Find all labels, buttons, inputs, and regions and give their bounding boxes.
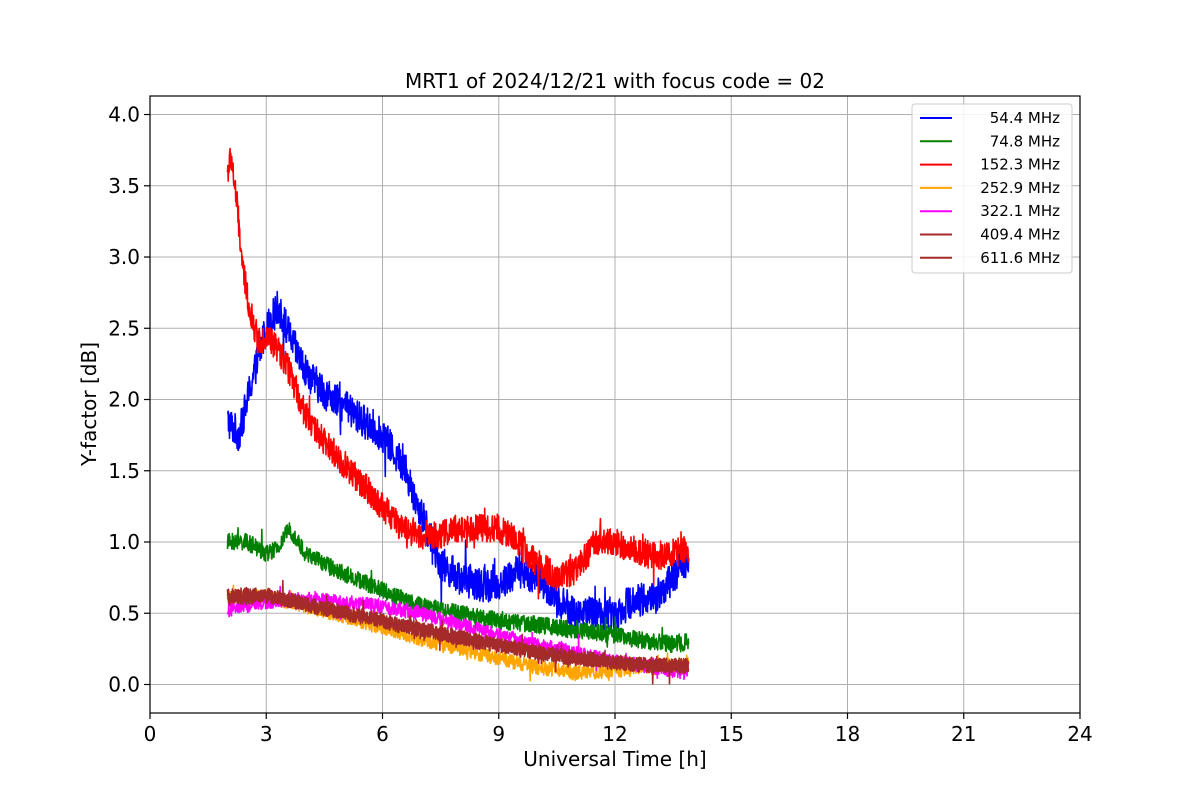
- x-tick-label: 21: [951, 722, 976, 746]
- legend-label: 322.1 MHz: [980, 202, 1060, 220]
- series-line-152-3-mhz: [226, 147, 690, 600]
- chart-title: MRT1 of 2024/12/21 with focus code = 02: [405, 69, 825, 93]
- x-tick-label: 24: [1067, 722, 1092, 746]
- y-tick-label: 3.0: [108, 245, 140, 269]
- legend-label: 252.9 MHz: [980, 179, 1060, 197]
- legend-label: 152.3 MHz: [980, 156, 1060, 174]
- legend-label: 74.8 MHz: [990, 132, 1060, 150]
- y-axis-label: Y-factor [dB]: [77, 342, 101, 467]
- x-tick-label: 0: [144, 722, 157, 746]
- legend-label: 611.6 MHz: [980, 249, 1060, 267]
- legend-box: [911, 103, 1073, 274]
- series-line-611-6-mhz: [226, 586, 690, 685]
- y-tick-label: 1.0: [108, 530, 140, 554]
- y-tick-label: 1.5: [108, 459, 140, 483]
- legend-label: 409.4 MHz: [980, 226, 1060, 244]
- x-tick-label: 18: [835, 722, 860, 746]
- x-tick-label: 6: [376, 722, 389, 746]
- axis-ticks: 0 3 6 9 12 15 18 21 24 0.0 0.5 1.0 1.5 2.0 2.5 3.0 3.5 4.…: [108, 103, 1093, 746]
- series-line-74-8-mhz: [226, 522, 690, 654]
- x-tick-label: 15: [719, 722, 744, 746]
- y-tick-label: 2.5: [108, 316, 140, 340]
- x-tick-label: 3: [260, 722, 273, 746]
- y-tick-label: 4.0: [108, 103, 140, 127]
- x-tick-label: 9: [492, 722, 505, 746]
- legend: 54.4 MHz 74.8 MHz 152.3 MHz 252.9 MHz 322.1 …: [911, 103, 1073, 274]
- x-axis-label: Universal Time [h]: [523, 747, 706, 771]
- legend-label: 54.4 MHz: [990, 109, 1060, 127]
- grid: [149, 96, 1081, 713]
- y-tick-label: 0.0: [108, 673, 140, 697]
- y-tick-label: 2.0: [108, 388, 140, 412]
- y-tick-label: 3.5: [108, 174, 140, 198]
- series-line-54-4-mhz: [226, 290, 690, 639]
- x-tick-label: 12: [602, 722, 627, 746]
- plot-series: [226, 147, 690, 685]
- y-tick-label: 0.5: [108, 601, 140, 625]
